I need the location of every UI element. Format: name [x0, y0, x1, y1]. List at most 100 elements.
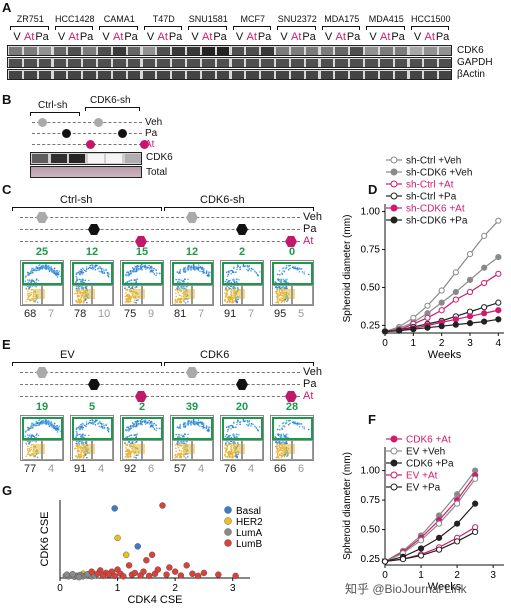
facs-scatter	[124, 263, 161, 304]
series-point	[481, 264, 488, 271]
legend-marker	[224, 539, 232, 547]
blot-band	[157, 47, 171, 55]
cell-line-bracket	[143, 26, 182, 30]
lane-label: At	[113, 31, 124, 43]
facs-event	[250, 267, 253, 270]
facs-scatter	[274, 264, 310, 304]
facs-event	[174, 302, 176, 304]
facs-event	[26, 279, 29, 281]
treatment-label: At	[303, 235, 314, 247]
facs-event	[148, 419, 150, 422]
legend-label: sh-CDK6 +Veh	[406, 168, 472, 179]
facs-event	[148, 264, 150, 267]
facs-event	[236, 421, 238, 424]
facs-event	[303, 271, 305, 273]
facs-event	[128, 449, 131, 452]
facs-event	[84, 453, 87, 456]
gate-percent-bottom-left: 91	[224, 308, 237, 320]
x-axis-label: Weeks	[428, 581, 462, 593]
treatment-label: Pa	[303, 378, 317, 390]
facs-event	[197, 267, 200, 269]
treatment-dot	[118, 129, 127, 138]
facs-event	[75, 300, 77, 303]
panel-b: Ctrl-sh CDK6-sh Veh Pa At CDK6 Total	[0, 90, 180, 180]
panel-e: EV CDK6 Veh Pa At 19 77 4 5 91 4 2 92 6 39 57 4 20 76 4 28 66…	[0, 335, 330, 475]
y-tick-label: 0.75	[361, 245, 381, 256]
legend-label: sh-Ctrl +Veh	[406, 156, 461, 167]
facs-plot	[70, 415, 114, 461]
facs-event	[280, 436, 283, 439]
facs-event	[76, 434, 78, 437]
treatment-dot	[62, 129, 71, 138]
facs-event	[90, 266, 92, 269]
facs-event	[285, 279, 287, 281]
panel-a-letter: A	[2, 0, 12, 15]
facs-event	[101, 426, 104, 428]
facs-event	[232, 271, 235, 274]
facs-event	[129, 445, 132, 448]
blot-band	[290, 59, 304, 67]
facs-hotspot	[233, 444, 245, 454]
facs-event	[76, 289, 79, 292]
facs-event	[56, 427, 59, 429]
facs-event	[182, 435, 184, 437]
facs-event	[232, 280, 235, 282]
facs-event	[45, 268, 47, 270]
facs-event	[80, 423, 82, 426]
facs-event	[126, 288, 129, 291]
facs-event	[76, 449, 79, 452]
facs-event	[205, 425, 208, 427]
facs-event	[243, 265, 246, 268]
facs-event	[78, 444, 81, 446]
facs-event	[279, 292, 281, 294]
facs-event	[235, 426, 237, 428]
treatment-label: Veh	[303, 211, 322, 223]
facs-event	[277, 451, 279, 454]
blot-band	[38, 71, 52, 79]
blot-band	[68, 47, 82, 55]
facs-event	[277, 296, 279, 299]
facs-event	[94, 419, 97, 422]
facs-event	[226, 449, 228, 451]
facs-event	[45, 422, 48, 424]
facs-event	[184, 278, 186, 281]
blot-band	[305, 59, 319, 67]
facs-event	[28, 450, 30, 452]
blot-row	[7, 45, 452, 56]
facs-event	[201, 425, 203, 428]
blot-band	[53, 47, 67, 55]
facs-plot	[170, 415, 214, 461]
blot-band	[216, 59, 230, 67]
x-axis-label: Weeks	[428, 349, 462, 358]
x-tick-label: 0	[382, 570, 388, 581]
facs-event	[125, 443, 127, 446]
facs-event	[186, 440, 188, 443]
facs-event	[24, 280, 27, 282]
facs-event	[187, 424, 189, 426]
x-tick-label: 3	[490, 570, 496, 581]
gate-box-lower-left	[22, 440, 42, 460]
facs-event	[28, 435, 31, 437]
facs-event	[176, 454, 179, 456]
facs-event	[296, 422, 299, 424]
facs-event	[286, 455, 288, 457]
facs-event	[278, 298, 281, 300]
facs-event	[82, 455, 85, 457]
facs-event	[276, 450, 279, 453]
facs-event	[139, 267, 142, 270]
facs-event	[281, 452, 283, 455]
cell-line-label: CAMA1	[103, 14, 135, 24]
gate-box-lower-right	[242, 440, 263, 460]
facs-event	[187, 301, 189, 303]
blot-band	[439, 59, 451, 67]
facs-event	[280, 279, 283, 282]
series-point	[417, 552, 425, 559]
facs-event	[27, 429, 29, 431]
facs-event	[76, 427, 79, 429]
facs-event	[45, 264, 48, 267]
facs-event	[102, 268, 104, 270]
facs-event	[233, 266, 235, 268]
facs-event	[128, 440, 130, 443]
group-label: CDK6	[200, 349, 230, 361]
facs-event	[128, 451, 131, 454]
